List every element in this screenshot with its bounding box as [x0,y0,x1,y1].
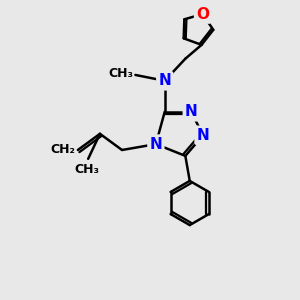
Text: N: N [185,104,198,119]
Text: N: N [158,73,171,88]
Text: CH₃: CH₃ [74,163,99,176]
Text: N: N [149,136,162,152]
Text: O: O [196,7,209,22]
Text: N: N [196,128,209,143]
Text: CH₂: CH₂ [50,143,75,157]
Text: CH₃: CH₃ [108,67,133,80]
